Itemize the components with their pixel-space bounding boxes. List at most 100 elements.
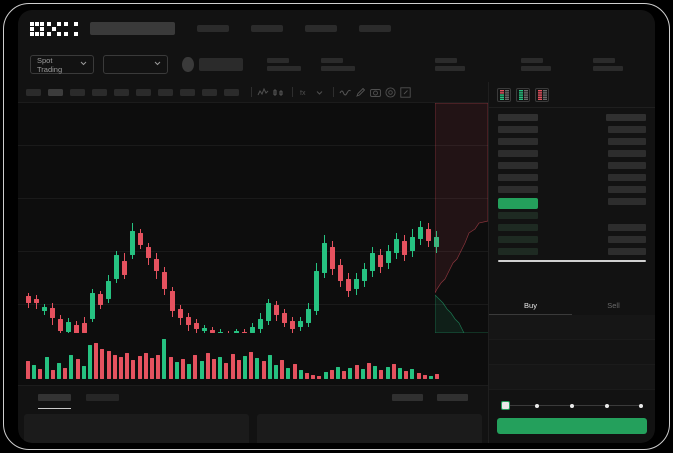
volume-bar <box>125 353 130 379</box>
volume-bar <box>249 352 254 379</box>
slider-mark-50[interactable] <box>570 403 574 408</box>
fullscreen-icon[interactable] <box>399 86 412 99</box>
volume-bar <box>106 351 111 379</box>
timeframe-1[interactable] <box>26 88 41 96</box>
okx-logo[interactable] <box>30 21 78 36</box>
toolbar-divider <box>292 87 293 97</box>
toolbar-divider <box>251 87 252 97</box>
orderbook-bid-row[interactable] <box>489 236 655 243</box>
market-subheader: Spot Trading <box>18 47 655 82</box>
volume-bar <box>391 364 396 379</box>
orderbook-ask-row[interactable] <box>489 186 655 193</box>
orderbook-ask-row[interactable] <box>489 174 655 181</box>
indicator-icon[interactable]: fx <box>298 86 311 99</box>
volume-bar <box>274 365 278 379</box>
logo-glyph-x <box>64 21 78 36</box>
tab-sell[interactable]: Sell <box>607 300 620 310</box>
timeframe-6[interactable] <box>136 88 151 96</box>
orders-action-1[interactable] <box>392 394 423 401</box>
slider-handle[interactable] <box>501 401 510 410</box>
chevron-down-icon <box>154 61 161 68</box>
slider-mark-100[interactable] <box>639 403 643 408</box>
orderbook-asks-icon[interactable] <box>535 88 549 102</box>
volume-bar <box>63 368 68 379</box>
price-field[interactable] <box>489 340 655 365</box>
percentage-slider[interactable] <box>501 401 643 410</box>
nav-item-more[interactable] <box>359 25 391 32</box>
wave-icon[interactable] <box>339 86 352 99</box>
gridline <box>18 304 488 305</box>
screen: Spot Trading <box>18 10 655 443</box>
stat-high-24h <box>434 58 465 71</box>
svg-text:fx: fx <box>300 90 306 97</box>
volume-bar <box>131 360 136 379</box>
orderbook-mode-switcher <box>489 82 655 107</box>
volume-bar <box>94 343 99 379</box>
camera-icon[interactable] <box>369 86 382 99</box>
footer-panel-1[interactable] <box>24 414 249 443</box>
nav-item-trade[interactable] <box>251 25 283 32</box>
orderbook-bid-row[interactable] <box>489 224 655 231</box>
volume-bar <box>181 359 185 379</box>
timeframe-3[interactable] <box>70 88 85 96</box>
volume-bar <box>137 356 142 379</box>
volume-bar <box>224 363 229 379</box>
timeframe-5[interactable] <box>114 88 129 96</box>
submit-order-button[interactable] <box>497 418 647 434</box>
volume-bar <box>168 357 173 379</box>
timeframe-9[interactable] <box>202 88 217 96</box>
amount-field[interactable] <box>489 365 655 390</box>
orderbook-both-icon[interactable] <box>497 88 511 102</box>
tab-open-orders[interactable] <box>38 394 71 409</box>
orderbook-last-price-row <box>489 198 655 209</box>
orderbook-bid-row[interactable] <box>489 212 655 219</box>
volume-bar <box>69 355 74 379</box>
orderbook-bid-row[interactable] <box>489 248 655 255</box>
line-chart-icon[interactable] <box>257 86 270 99</box>
market-type-dropdown[interactable]: Spot Trading <box>30 55 94 74</box>
orderbook-scrollbar[interactable] <box>498 260 646 262</box>
volume-bar <box>119 357 123 379</box>
volume-bar <box>243 356 247 379</box>
buy-sell-tabs: Buy Sell <box>489 295 655 315</box>
volume-bar <box>410 369 415 379</box>
volume-bar <box>100 349 105 379</box>
orders-action-2[interactable] <box>437 394 468 401</box>
chevron-down-icon <box>80 61 87 68</box>
volume-bar <box>360 369 365 379</box>
stat-change-24h <box>320 58 355 71</box>
timeframe-4[interactable] <box>92 88 107 96</box>
volume-bar <box>150 358 154 379</box>
trading-pair-dropdown[interactable] <box>103 55 169 74</box>
chevron-down-icon[interactable] <box>313 86 326 99</box>
settings-icon[interactable] <box>384 86 397 99</box>
candlestick-icon[interactable] <box>272 86 285 99</box>
tab-buy[interactable]: Buy <box>489 295 572 315</box>
stat-last-price <box>266 58 301 71</box>
logo-glyph-k <box>47 21 61 36</box>
orderbook-list[interactable] <box>489 108 655 295</box>
orderbook-ask-row[interactable] <box>489 150 655 157</box>
orderbook-ask-row[interactable] <box>489 162 655 169</box>
timeframe-2[interactable] <box>48 88 63 96</box>
price-candlestick-chart[interactable] <box>18 103 488 333</box>
timeframe-10[interactable] <box>224 88 239 96</box>
order-type-field[interactable] <box>489 315 655 340</box>
orderbook-ask-row[interactable] <box>489 126 655 133</box>
volume-bar <box>38 369 43 379</box>
slider-mark-25[interactable] <box>535 403 539 408</box>
orderbook-bids-icon[interactable] <box>516 88 530 102</box>
timeframe-7[interactable] <box>158 88 173 96</box>
nav-item-markets[interactable] <box>197 25 229 32</box>
footer-panel-2[interactable] <box>257 414 482 443</box>
timeframe-8[interactable] <box>180 88 195 96</box>
volume-bar <box>385 367 390 379</box>
volume-histogram[interactable] <box>18 333 488 385</box>
tab-order-history[interactable] <box>86 394 119 401</box>
pencil-icon[interactable] <box>354 86 367 99</box>
nav-item-earn[interactable] <box>305 25 337 32</box>
orderbook-ask-row[interactable] <box>489 138 655 145</box>
slider-mark-75[interactable] <box>605 403 609 408</box>
search-input[interactable] <box>90 22 175 35</box>
volume-bar <box>367 363 371 379</box>
